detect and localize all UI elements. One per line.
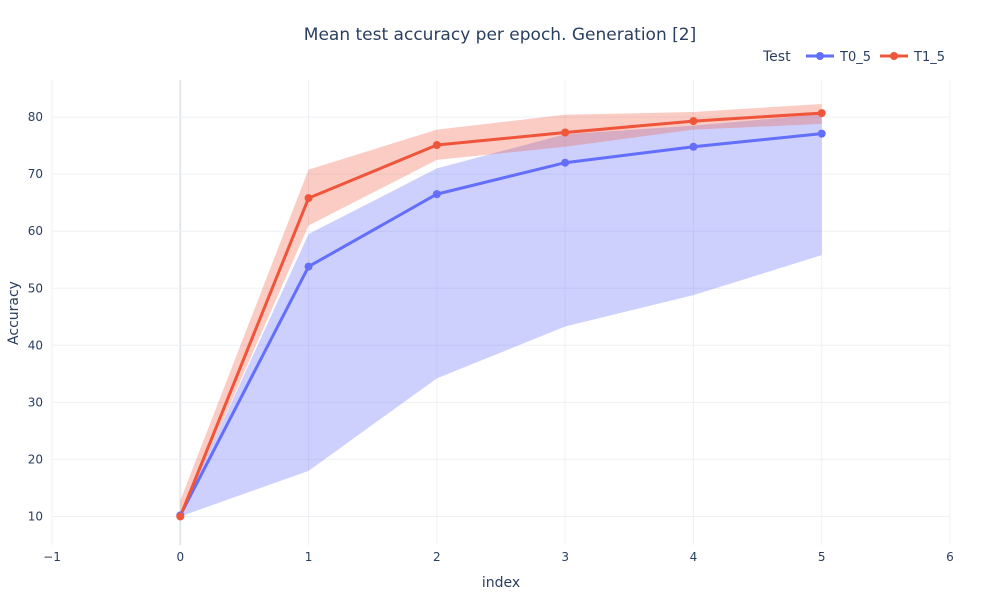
legend-label: T0_5 <box>839 50 871 65</box>
legend: Test T0_5 T1_5 <box>762 49 945 65</box>
point-t0-5 <box>561 158 570 167</box>
x-tick-label: 4 <box>690 550 698 564</box>
y-tick-label: 40 <box>28 338 43 352</box>
legend-item-t0-5[interactable]: T0_5 <box>806 50 871 65</box>
x-tick-label: 6 <box>946 550 954 564</box>
y-tick-label: 20 <box>28 452 43 466</box>
point-t0-5 <box>304 262 313 271</box>
point-t1-5 <box>561 128 570 137</box>
grid-lines <box>51 80 951 545</box>
confidence-bands <box>180 103 822 518</box>
line-t0-5 <box>178 132 822 517</box>
point-t1-5 <box>432 141 441 150</box>
x-tick-label: 5 <box>818 550 826 564</box>
x-tick-label: 3 <box>561 550 569 564</box>
y-tick-label: 30 <box>28 395 43 409</box>
legend-marker <box>890 52 898 60</box>
series-points <box>176 109 826 521</box>
point-t1-5 <box>176 512 185 521</box>
point-t1-5 <box>689 117 698 126</box>
legend-item-t1-5[interactable]: T1_5 <box>880 50 945 65</box>
x-tick-label: 2 <box>433 550 441 564</box>
y-tick-label: 10 <box>28 509 43 523</box>
line-t1-5 <box>178 111 822 518</box>
point-t0-5 <box>432 190 441 199</box>
y-axis-title: Accuracy <box>6 281 22 345</box>
x-tick-label: 1 <box>305 550 313 564</box>
legend-marker <box>816 52 824 60</box>
point-t0-5 <box>689 142 698 151</box>
y-tick-label: 60 <box>28 224 43 238</box>
series-lines <box>178 111 822 518</box>
legend-title: Test <box>762 49 791 65</box>
y-axis-ticks: 10 20 30 40 50 60 70 80 <box>28 110 43 523</box>
x-tick-label: −1 <box>43 550 61 564</box>
chart-title: Mean test accuracy per epoch. Generation… <box>304 25 696 45</box>
band-t0-5 <box>180 114 822 517</box>
x-axis-ticks: −1 0 1 2 3 4 5 6 <box>43 550 954 564</box>
y-tick-label: 80 <box>28 110 43 124</box>
legend-label: T1_5 <box>913 50 945 65</box>
y-tick-label: 70 <box>28 167 43 181</box>
x-tick-label: 0 <box>176 550 184 564</box>
point-t1-5 <box>304 194 313 203</box>
band-t1-5 <box>180 103 822 518</box>
y-tick-label: 50 <box>28 281 43 295</box>
point-t0-5 <box>817 129 826 138</box>
x-axis-title: index <box>482 575 520 591</box>
point-t1-5 <box>817 109 826 118</box>
